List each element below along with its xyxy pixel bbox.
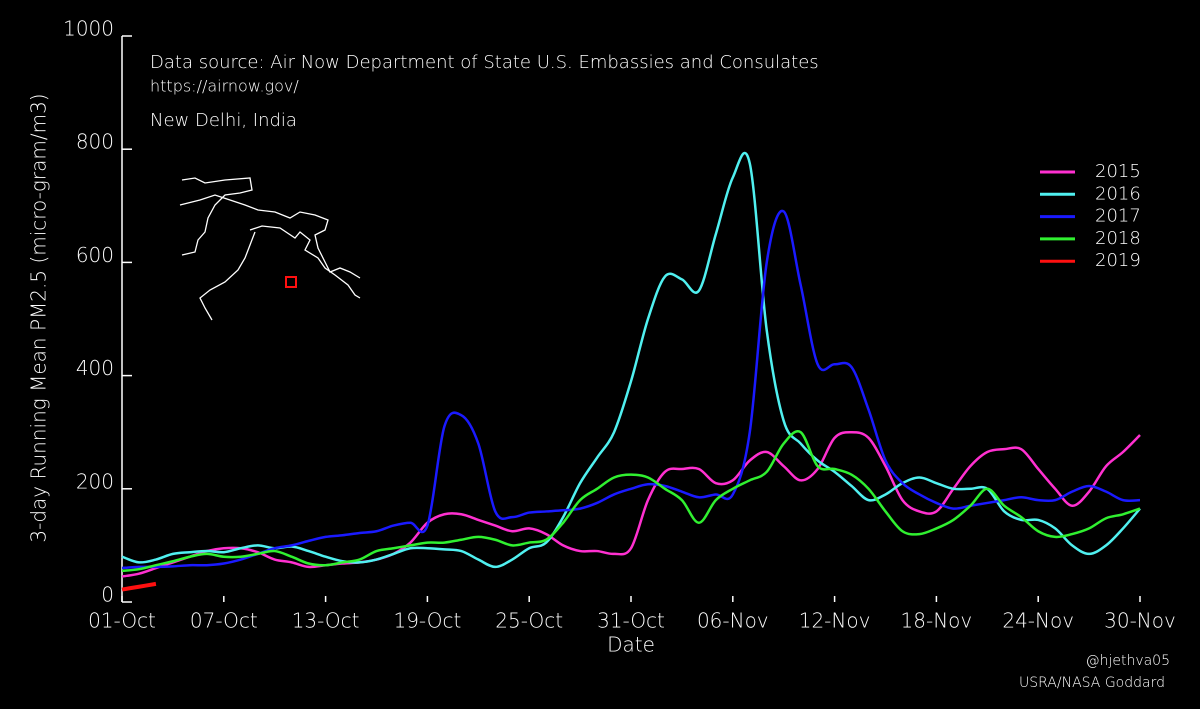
x-axis-label: Date xyxy=(607,633,655,657)
x-tick-label: 31-Oct xyxy=(597,609,665,633)
x-tick-label: 18-Nov xyxy=(901,609,973,633)
y-axis-label: 3-day Running Mean PM2.5 (micro-gram/m3) xyxy=(27,93,51,542)
x-tick-label: 01-Oct xyxy=(88,609,156,633)
chart-title: Data source: Air Now Department of State… xyxy=(150,52,819,73)
legend-label: 2016 xyxy=(1095,183,1141,204)
x-tick-label: 12-Nov xyxy=(799,609,871,633)
legend-label: 2019 xyxy=(1095,250,1141,271)
y-tick-label: 200 xyxy=(76,469,114,493)
credit: USRA/NASA Goddard xyxy=(1019,675,1165,691)
y-tick-label: 1000 xyxy=(63,17,114,41)
series-line xyxy=(121,430,1141,573)
x-tick-label: 06-Nov xyxy=(697,609,769,633)
x-tick-label: 25-Oct xyxy=(495,609,563,633)
y-tick-label: 400 xyxy=(76,356,114,380)
legend-label: 2018 xyxy=(1095,228,1141,249)
x-tick-label: 19-Oct xyxy=(393,609,461,633)
series-line xyxy=(121,209,1141,570)
x-tick-label: 30-Nov xyxy=(1104,609,1176,633)
series-line xyxy=(121,430,1141,578)
location: New Delhi, India xyxy=(150,110,297,131)
series-line xyxy=(121,151,1141,569)
y-tick-label: 800 xyxy=(76,130,114,154)
map-inset xyxy=(179,177,361,321)
legend-label: 2015 xyxy=(1095,161,1141,182)
legend-label: 2017 xyxy=(1095,206,1141,227)
credit: @hjethva05 xyxy=(1086,653,1170,669)
x-tick-label: 13-Oct xyxy=(292,609,360,633)
y-tick-label: 0 xyxy=(101,583,114,607)
x-tick-label: 07-Oct xyxy=(190,609,258,633)
x-tick-label: 24-Nov xyxy=(1002,609,1074,633)
y-tick-label: 600 xyxy=(76,243,114,267)
series-line xyxy=(121,581,157,592)
chart-subtitle: https://airnow.gov/ xyxy=(150,77,299,96)
